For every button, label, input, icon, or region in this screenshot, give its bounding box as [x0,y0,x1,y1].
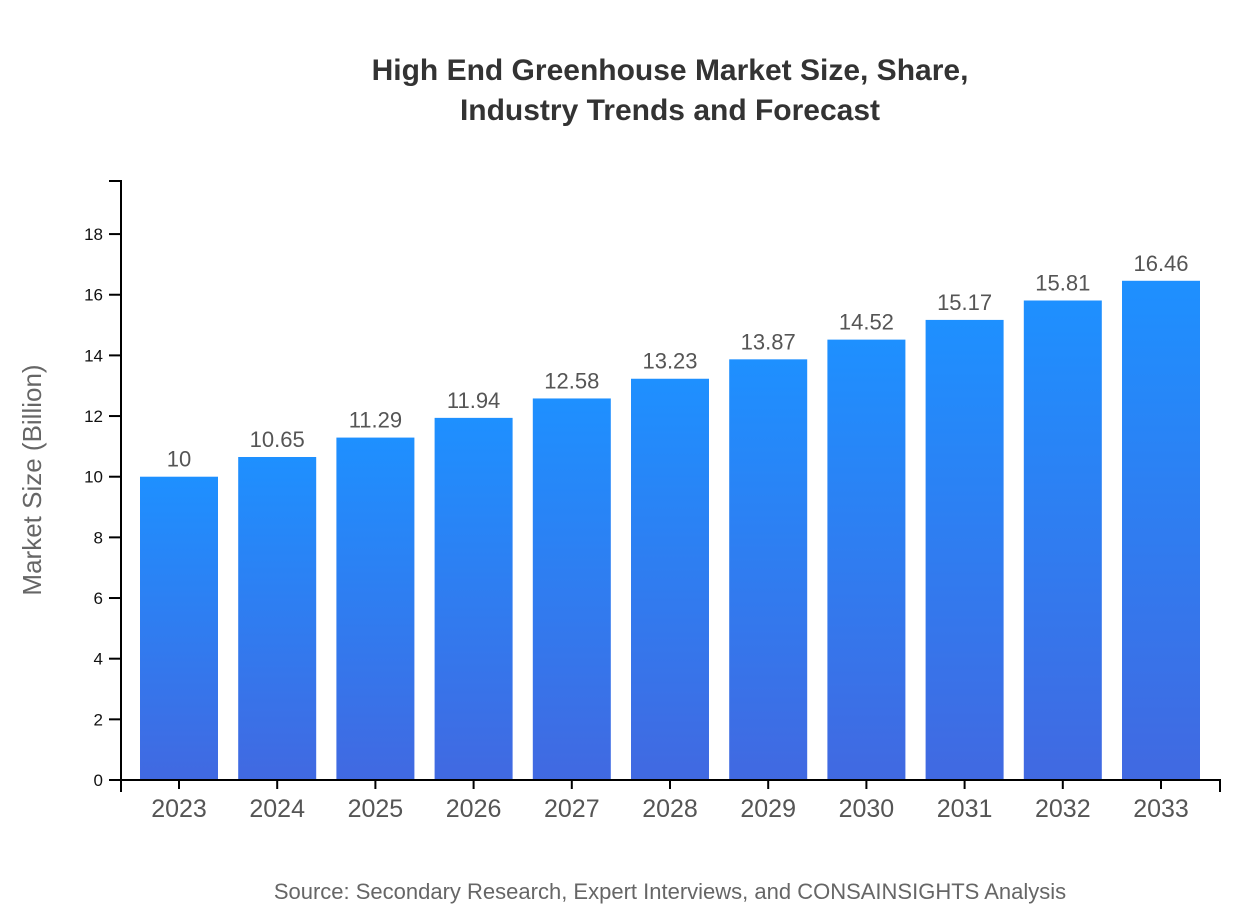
x-tick-label: 2024 [249,795,305,823]
bar-2031 [925,319,1004,780]
x-tick-label: 2028 [642,795,698,823]
x-tick-label: 2025 [348,795,404,823]
data-label-2023: 10 [167,447,191,472]
data-label-2031: 15.17 [937,290,992,315]
bar-2029 [729,359,808,780]
x-tick-label: 2032 [1035,795,1091,823]
bar-2025 [336,437,415,780]
y-tick-label: 6 [94,589,103,608]
x-tick-label: 2026 [446,795,502,823]
y-tick-label: 14 [84,346,103,365]
bar-2032 [1023,300,1102,780]
data-label-2033: 16.46 [1133,251,1188,276]
x-tick-label: 2027 [544,795,600,823]
data-label-2030: 14.52 [839,310,894,335]
y-axis-label: Market Size (Billion) [17,364,47,595]
data-label-2025: 11.29 [349,408,402,433]
data-label-2026: 11.94 [447,388,500,413]
y-tick-label: 12 [84,407,103,426]
bar-2023 [140,476,218,780]
data-label-2028: 13.23 [642,349,697,374]
y-tick-label: 8 [94,528,103,547]
x-tick-label: 2023 [151,795,207,823]
source-note: Source: Secondary Research, Expert Inter… [274,879,1066,904]
x-tick-label: 2029 [740,795,796,823]
data-label-2024: 10.65 [250,427,305,452]
bar-2033 [1122,280,1200,780]
y-axis-line [109,180,122,780]
bar-2026 [434,417,513,780]
x-tick-label: 2030 [839,795,895,823]
x-axis-line [120,779,1221,792]
x-tick-label: 2033 [1133,795,1189,823]
data-label-2029: 13.87 [741,329,796,354]
bar-2028 [631,378,709,780]
bar-2027 [532,398,611,780]
data-label-2027: 12.58 [544,368,599,393]
y-tick-label: 10 [84,468,103,487]
y-tick-label: 2 [94,710,103,729]
y-tick-label: 0 [94,771,103,790]
chart-title-line-2: Industry Trends and Forecast [460,94,880,127]
bar-2030 [827,339,906,780]
y-tick-label: 18 [84,225,103,244]
x-tick-label: 2031 [937,795,993,823]
bar-2024 [238,456,317,780]
chart-title-line-1: High End Greenhouse Market Size, Share, [372,54,969,87]
y-tick-label: 16 [84,286,103,305]
y-tick-label: 4 [94,650,103,669]
data-label-2032: 15.81 [1035,270,1090,295]
